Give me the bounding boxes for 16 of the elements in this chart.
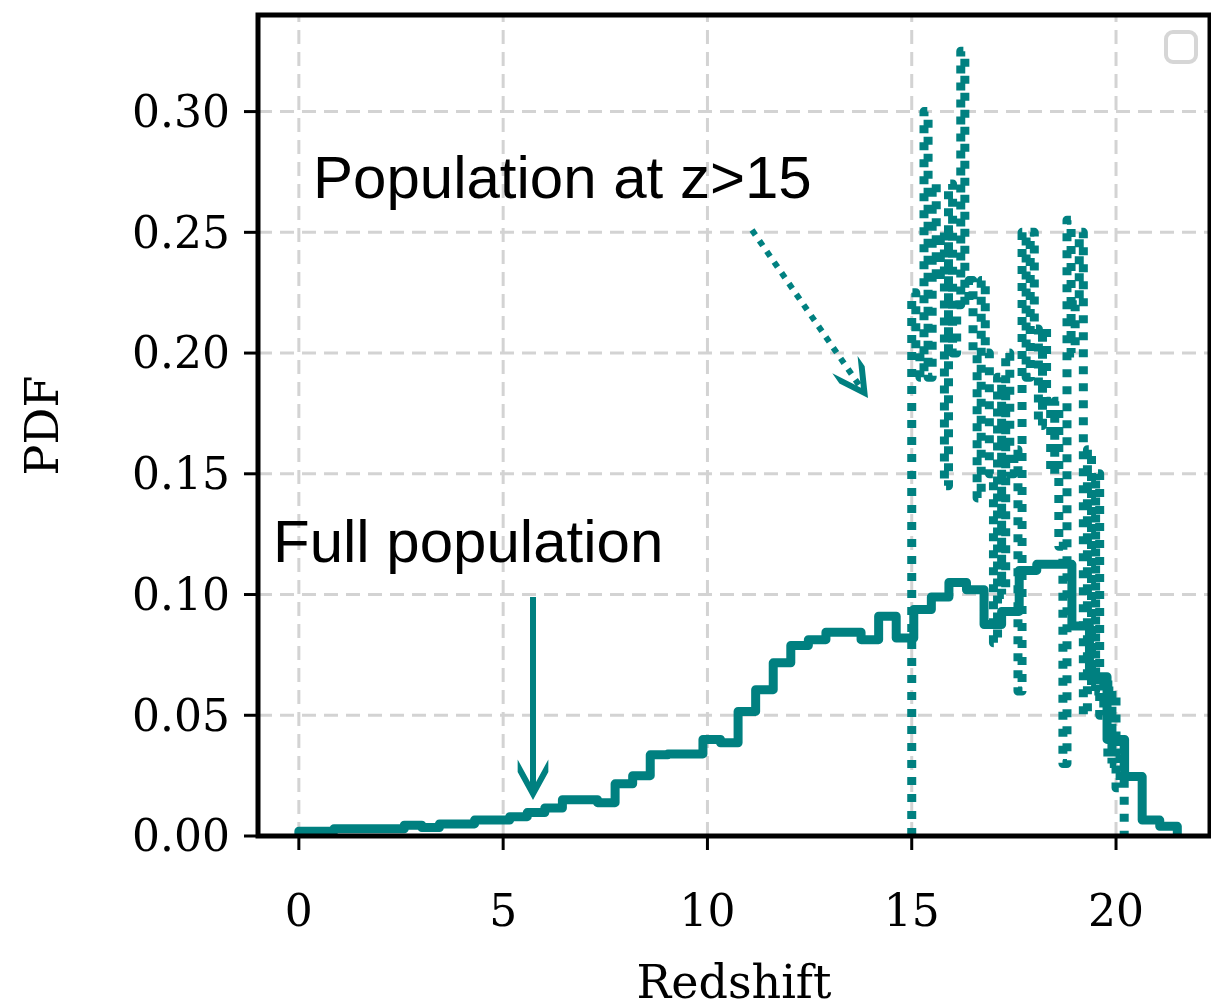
y-tick-label: 0.10 [132,568,230,620]
x-tick-label: 5 [489,885,518,936]
annotation: Population at z>15 [313,144,812,211]
y-tick-label: 0.05 [132,689,230,741]
x-tick-label: 10 [679,885,736,936]
x-tick-label: 0 [284,885,313,936]
y-tick-label: 0.25 [132,206,230,258]
y-tick-label: 0.00 [132,810,230,862]
x-tick-label: 15 [883,885,940,936]
x-axis-title: Redshift [636,955,832,1007]
y-tick-label: 0.20 [132,327,230,379]
annotation: Full population [273,508,664,575]
y-axis-title: PDF [15,375,69,476]
y-tick-label: 0.15 [132,448,230,500]
x-tick-label: 20 [1088,885,1145,936]
y-tick-label: 0.30 [132,85,230,137]
